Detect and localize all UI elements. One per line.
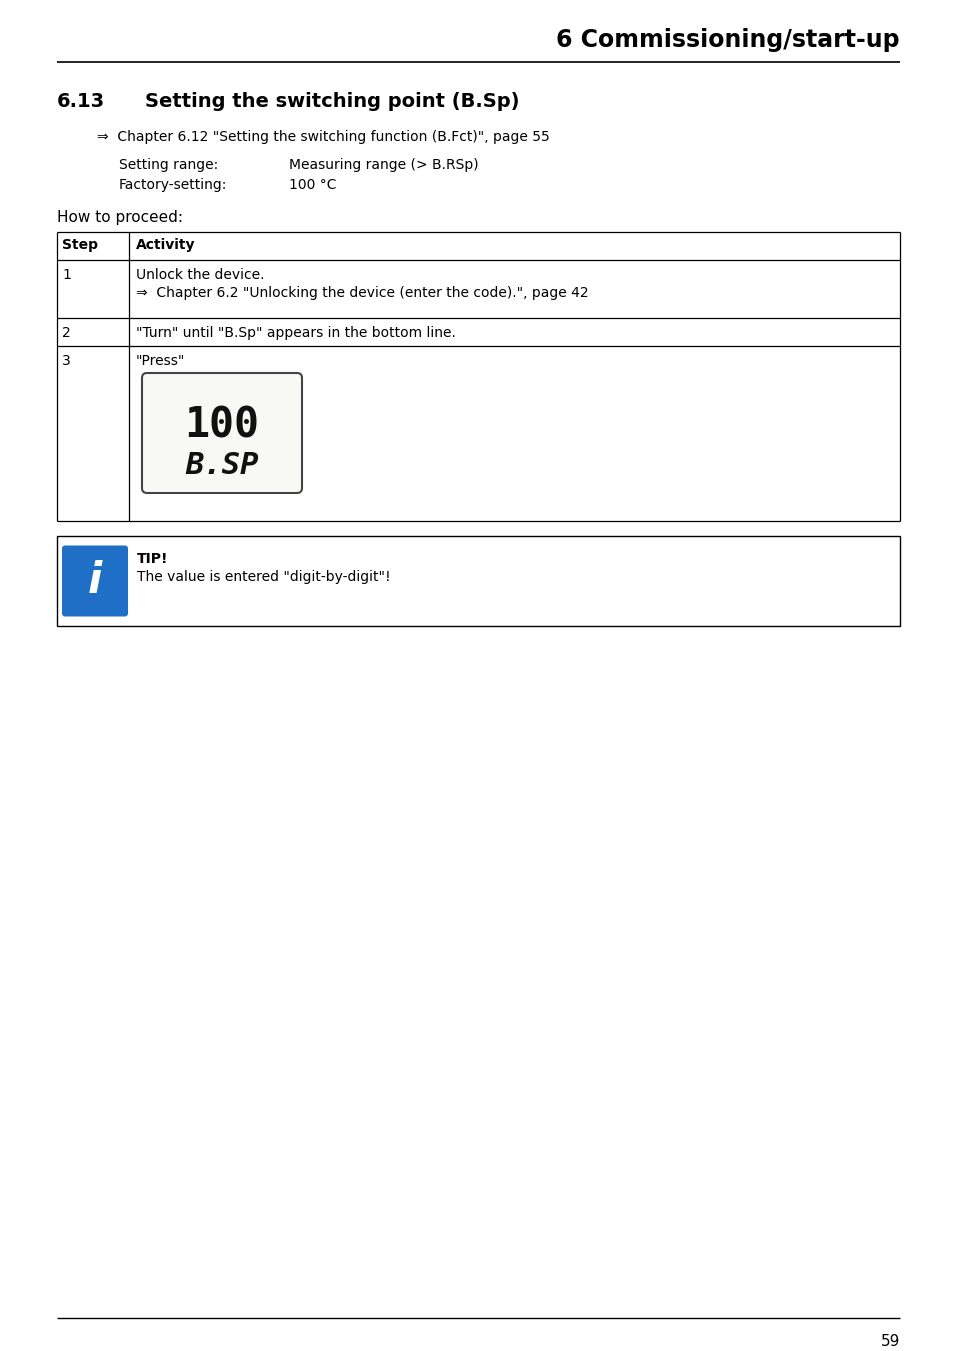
Text: ⇒  Chapter 6.12 "Setting the switching function (B.Fct)", page 55: ⇒ Chapter 6.12 "Setting the switching fu… [97, 130, 549, 145]
FancyBboxPatch shape [62, 546, 128, 616]
Text: "Press": "Press" [136, 354, 185, 367]
Text: 1: 1 [62, 267, 71, 282]
Text: "Turn" until "B.Sp" appears in the bottom line.: "Turn" until "B.Sp" appears in the botto… [136, 326, 456, 340]
Text: Measuring range (> B.RSp): Measuring range (> B.RSp) [289, 158, 478, 172]
Text: How to proceed:: How to proceed: [57, 209, 183, 226]
Text: ⇒  Chapter 6.2 "Unlocking the device (enter the code).", page 42: ⇒ Chapter 6.2 "Unlocking the device (ent… [136, 286, 588, 300]
Text: 100 °C: 100 °C [289, 178, 336, 192]
Text: The value is entered "digit-by-digit"!: The value is entered "digit-by-digit"! [137, 570, 390, 584]
Text: 3: 3 [62, 354, 71, 367]
Text: i: i [88, 561, 102, 603]
Text: B.SP: B.SP [185, 451, 258, 481]
Text: Factory-setting:: Factory-setting: [119, 178, 227, 192]
Text: 6.13: 6.13 [57, 92, 105, 111]
Text: 100: 100 [184, 405, 259, 447]
Text: Setting the switching point (B.Sp): Setting the switching point (B.Sp) [145, 92, 519, 111]
Text: Unlock the device.: Unlock the device. [136, 267, 264, 282]
Text: Setting range:: Setting range: [119, 158, 218, 172]
Text: 2: 2 [62, 326, 71, 340]
FancyBboxPatch shape [142, 373, 302, 493]
Bar [57, 536, 899, 626]
Text: 59: 59 [880, 1333, 899, 1350]
Text: Step: Step [62, 238, 98, 253]
Text: 6 Commissioning/start-up: 6 Commissioning/start-up [556, 28, 899, 51]
Text: Activity: Activity [136, 238, 195, 253]
Text: TIP!: TIP! [137, 553, 169, 566]
